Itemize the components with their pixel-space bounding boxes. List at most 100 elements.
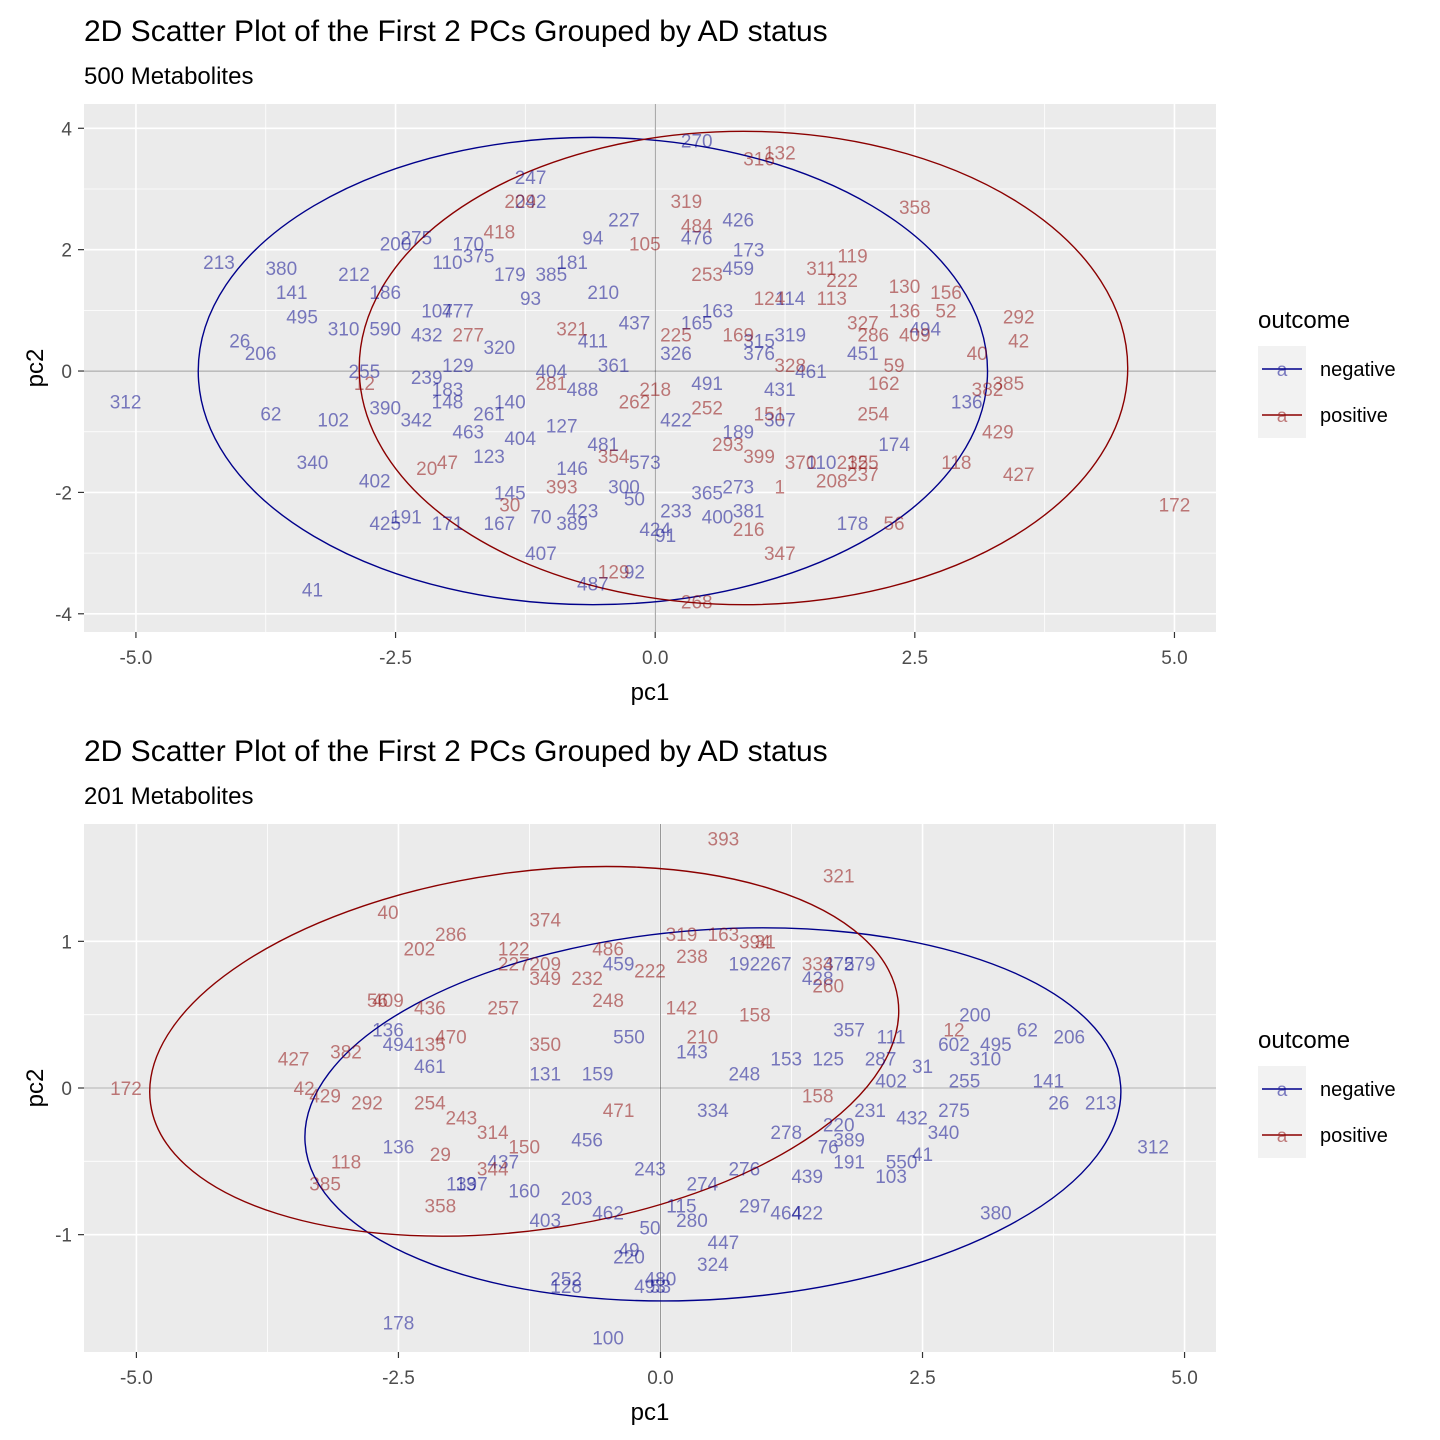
point-label-negative: 297 [739, 1196, 771, 1217]
legend-glyph-negative: a [1277, 360, 1288, 381]
point-label-positive: 281 [535, 374, 567, 395]
point-label-negative: 267 [760, 954, 792, 975]
point-label-positive: 47 [437, 453, 458, 474]
x-tick-label: 2.5 [902, 648, 928, 669]
point-label-positive: 319 [666, 925, 698, 946]
point-label-positive: 210 [687, 1028, 719, 1049]
point-label-positive: 385 [309, 1174, 341, 1195]
point-label-negative: 411 [578, 332, 608, 353]
point-label-negative: 274 [687, 1174, 719, 1195]
point-label-negative: 307 [764, 411, 796, 432]
point-label-positive: 334 [802, 954, 834, 975]
point-label-negative: 233 [660, 502, 692, 523]
point-label-negative: 227 [608, 210, 640, 231]
legend-label-negative: negative [1320, 1079, 1396, 1101]
point-label-positive: 484 [681, 216, 713, 237]
point-label-positive: 328 [774, 356, 806, 377]
point-label-positive: 314 [477, 1123, 509, 1144]
point-label-positive: 132 [764, 144, 796, 165]
point-label-positive: 20 [416, 459, 437, 480]
point-label-positive: 471 [603, 1101, 635, 1122]
point-label-negative: 70 [530, 508, 551, 529]
point-label-negative: 287 [865, 1050, 897, 1071]
y-tick-label: -1 [55, 1226, 72, 1247]
point-label-positive: 394 [739, 932, 771, 953]
point-label-positive: 119 [837, 247, 867, 268]
point-label-negative: 488 [567, 380, 599, 401]
x-tick-label: -5.0 [120, 1368, 153, 1389]
point-label-positive: 125 [847, 453, 879, 474]
point-label-negative: 113 [446, 1174, 476, 1195]
point-label-negative: 422 [791, 1204, 823, 1225]
point-label-negative: 312 [110, 392, 142, 413]
point-label-negative: 431 [764, 380, 796, 401]
point-label-negative: 31 [912, 1057, 933, 1078]
point-label-negative: 426 [722, 210, 754, 231]
point-label-negative: 407 [525, 544, 557, 565]
point-label-negative: 49 [618, 1240, 639, 1261]
point-label-negative: 462 [592, 1204, 624, 1225]
point-label-negative: 136 [951, 392, 983, 413]
point-label-negative: 319 [774, 326, 806, 347]
point-label-negative: 602 [938, 1035, 970, 1056]
point-label-positive: 293 [712, 435, 744, 456]
point-label-negative: 275 [938, 1101, 970, 1122]
point-label-negative: 494 [383, 1035, 415, 1056]
point-label-positive: 321 [823, 866, 855, 887]
point-label-negative: 326 [660, 344, 692, 365]
point-label-negative: 192 [728, 954, 760, 975]
point-label-positive: 358 [899, 198, 931, 219]
point-label-positive: 40 [377, 903, 398, 924]
point-label-negative: 110 [432, 253, 462, 274]
point-label-negative: 422 [660, 411, 692, 432]
point-label-negative: 390 [369, 398, 401, 419]
point-label-negative: 573 [629, 453, 661, 474]
zero-reference-lines [84, 824, 1216, 1352]
point-label-positive: 286 [857, 326, 889, 347]
point-label-negative: 173 [733, 241, 765, 262]
point-label-positive: 130 [889, 277, 921, 298]
point-label-negative: 141 [1032, 1072, 1064, 1093]
confidence-ellipses [149, 865, 1122, 1302]
point-label-negative: 439 [791, 1167, 823, 1188]
y-tick-label: 4 [61, 119, 72, 140]
point-label-positive: 42 [1008, 332, 1029, 353]
point-label-negative: 220 [823, 1116, 855, 1137]
point-label-negative: 200 [959, 1006, 991, 1027]
point-label-negative: 92 [624, 562, 645, 583]
point-label-negative: 125 [812, 1050, 844, 1071]
point-label-negative: 255 [349, 362, 381, 383]
point-label-negative: 148 [432, 392, 464, 413]
point-label-positive: 253 [691, 265, 723, 286]
point-label-positive: 202 [404, 940, 436, 961]
chart-subtitle: 500 Metabolites [84, 63, 253, 90]
point-label-positive: 12 [354, 374, 375, 395]
point-label-negative: 261 [473, 405, 505, 426]
point-label-negative: 389 [556, 514, 588, 535]
x-axis-ticks: -5.0 -2.5 0.0 2.5 5.0 [120, 1352, 1198, 1389]
point-label-positive: 277 [452, 326, 484, 347]
point-label-negative: 136 [383, 1138, 415, 1159]
point-label-negative: 380 [265, 259, 297, 280]
point-label-negative: 300 [608, 477, 640, 498]
legend: outcome a negative a positive [1258, 1027, 1396, 1158]
point-label-negative: 495 [286, 307, 318, 328]
ellipse-negative [197, 136, 989, 606]
chart-title: 2D Scatter Plot of the First 2 PCs Group… [84, 735, 828, 768]
point-label-positive: 30 [499, 496, 520, 517]
point-label-negative: 26 [1048, 1094, 1069, 1115]
point-label-positive: 142 [666, 998, 698, 1019]
y-tick-label: -4 [55, 605, 72, 626]
point-label-negative: 62 [260, 405, 281, 426]
point-label-negative: 464 [770, 1204, 802, 1225]
point-label-negative: 110 [806, 453, 836, 474]
point-label-positive: 225 [660, 326, 692, 347]
point-label-positive: 118 [331, 1152, 361, 1173]
point-label-negative: 310 [328, 320, 360, 341]
point-label-negative: 53 [650, 1277, 671, 1298]
point-label-positive: 254 [857, 405, 889, 426]
point-label-positive: 129 [598, 562, 630, 583]
point-label-positive: 209 [504, 192, 536, 213]
